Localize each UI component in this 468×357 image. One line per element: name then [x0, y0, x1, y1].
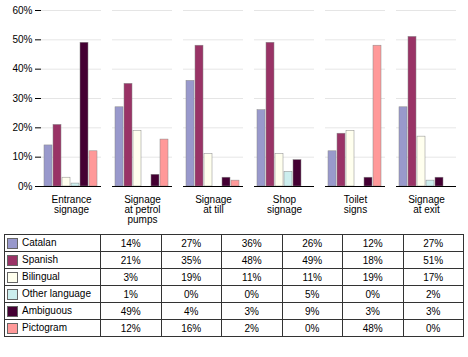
html-text:0%: 0% — [426, 322, 441, 334]
html-text:Spanish: Spanish — [22, 254, 59, 266]
html-text:Other language: Other language — [22, 288, 91, 300]
html-text:4%: 4% — [184, 305, 199, 317]
html-text:12%: 12% — [120, 322, 141, 334]
html-text:3%: 3% — [244, 305, 259, 317]
svg-text:30%: 30% — [12, 93, 32, 104]
html-text:2%: 2% — [244, 322, 259, 334]
html-text:Bilingual: Bilingual — [22, 271, 60, 283]
svg-text:Shopsignage: Shopsignage — [267, 194, 302, 215]
svg-text:Entrancesignage: Entrancesignage — [51, 194, 91, 215]
html-text:Catalan: Catalan — [22, 237, 57, 249]
html-text:Pictogram: Pictogram — [22, 322, 67, 334]
html-text:36%: 36% — [241, 237, 262, 249]
html-text:3%: 3% — [123, 271, 138, 283]
html-text:49%: 49% — [302, 254, 323, 266]
html-text:27%: 27% — [423, 237, 444, 249]
html-text:3%: 3% — [365, 305, 380, 317]
html-text:3%: 3% — [426, 305, 441, 317]
svg-text:20%: 20% — [12, 122, 32, 133]
svg-text:Signageat exit: Signageat exit — [408, 194, 445, 215]
svg-text:50%: 50% — [12, 34, 32, 45]
html-text:2%: 2% — [426, 288, 441, 300]
html-text:49%: 49% — [120, 305, 141, 317]
html-text:0%: 0% — [244, 288, 259, 300]
html-text:18%: 18% — [362, 254, 383, 266]
html-text:48%: 48% — [241, 254, 262, 266]
html-text:0%: 0% — [365, 288, 380, 300]
svg-text:Signageat till: Signageat till — [195, 194, 232, 215]
html-text:9%: 9% — [305, 305, 320, 317]
svg-text:10%: 10% — [12, 151, 32, 162]
html-text:0%: 0% — [305, 322, 320, 334]
html-text:27%: 27% — [181, 237, 202, 249]
html-text:1%: 1% — [123, 288, 138, 300]
html-text:19%: 19% — [362, 271, 383, 283]
svg-text:Toiletsigns: Toiletsigns — [344, 194, 368, 215]
html-text:17%: 17% — [423, 271, 444, 283]
html-text:14%: 14% — [120, 237, 141, 249]
html-text:12%: 12% — [362, 237, 383, 249]
html-text:26%: 26% — [302, 237, 323, 249]
html-text:35%: 35% — [181, 254, 202, 266]
html-text:19%: 19% — [181, 271, 202, 283]
html-text:51%: 51% — [423, 254, 444, 266]
html-text:16%: 16% — [181, 322, 202, 334]
html-text:21%: 21% — [120, 254, 141, 266]
html-text:48%: 48% — [362, 322, 383, 334]
html-text:Ambiguous: Ambiguous — [22, 305, 72, 317]
svg-text:Signageat petrolpumps: Signageat petrolpumps — [124, 194, 161, 225]
html-text:0%: 0% — [184, 288, 199, 300]
html-text:5%: 5% — [305, 288, 320, 300]
svg-text:40%: 40% — [12, 63, 32, 74]
svg-text:0%: 0% — [18, 181, 33, 192]
svg-text:60%: 60% — [12, 5, 32, 16]
html-text:11%: 11% — [302, 271, 322, 283]
html-text:11%: 11% — [242, 271, 262, 283]
